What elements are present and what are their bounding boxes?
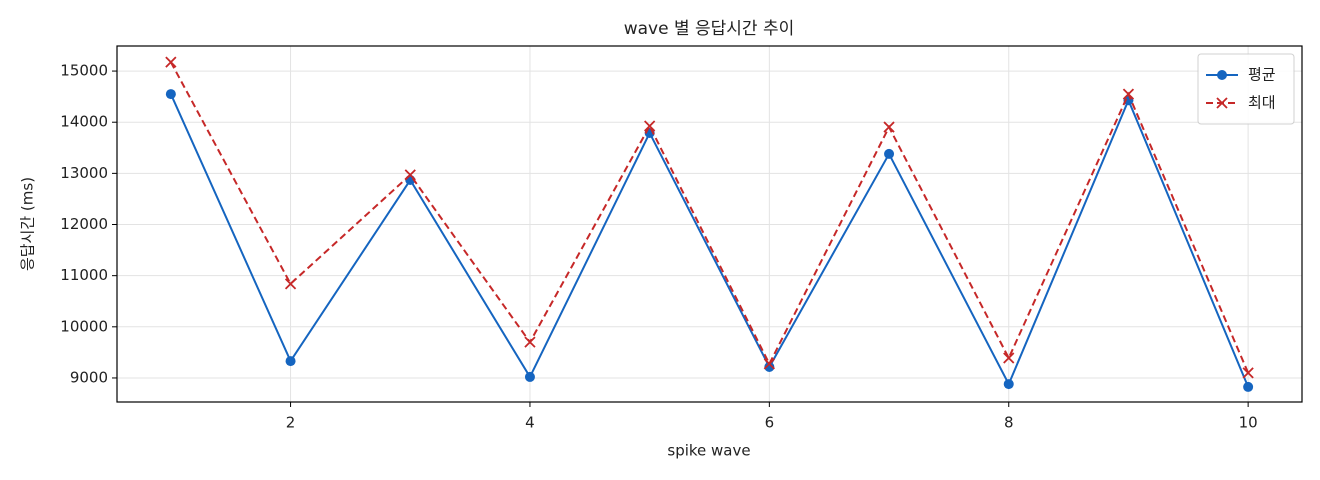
chart-title: wave 별 응답시간 추이 <box>624 19 795 39</box>
legend-marker <box>1217 70 1227 80</box>
point <box>763 358 775 370</box>
y-tick-label: 15000 <box>60 62 108 80</box>
point <box>404 169 416 181</box>
y-tick-label: 9000 <box>70 368 108 386</box>
x-tick-label: 6 <box>765 414 775 432</box>
y-tick-label: 12000 <box>60 215 108 233</box>
point <box>764 361 775 372</box>
point <box>285 356 296 367</box>
y-axis-label: 응답시간 (ms) <box>19 177 37 271</box>
x-tick-label: 4 <box>525 414 535 432</box>
point <box>1243 381 1254 392</box>
point <box>524 371 535 382</box>
point <box>165 89 176 100</box>
y-tick-label: 14000 <box>60 113 108 131</box>
y-tick-label: 11000 <box>60 266 108 284</box>
y-tick-label: 13000 <box>60 164 108 182</box>
series-line <box>169 93 1250 388</box>
x-tick-label: 10 <box>1239 414 1258 432</box>
y-tick-label: 10000 <box>60 317 108 335</box>
plot-frame <box>116 45 1303 403</box>
legend-label: 평균 <box>1248 66 1276 84</box>
point <box>165 56 177 68</box>
plot <box>165 56 1254 392</box>
series-line <box>169 61 1250 374</box>
legend-box <box>1197 53 1295 125</box>
point <box>883 121 895 133</box>
point <box>1003 352 1015 364</box>
point <box>524 336 536 348</box>
x-tick-label: 8 <box>1004 414 1014 432</box>
point <box>1242 367 1254 379</box>
point <box>1122 88 1135 100</box>
point <box>284 278 297 290</box>
point <box>644 120 656 132</box>
legend-marker <box>1216 97 1228 109</box>
x-axis-label: spike wave <box>667 442 750 460</box>
x-tick-label: 2 <box>286 414 296 432</box>
point <box>1003 379 1014 390</box>
point <box>884 148 895 159</box>
legend-label: 최대 <box>1248 94 1276 112</box>
